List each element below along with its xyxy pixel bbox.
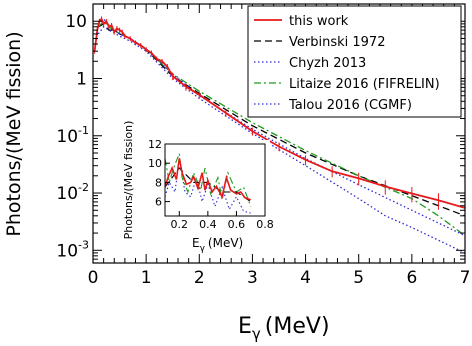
inset-x-tick-label: 0.2 — [171, 218, 189, 231]
main-plot-frame — [92, 3, 466, 264]
y-tick-label: 10-2 — [56, 181, 89, 204]
series-line-verbinski-1972 — [97, 23, 465, 217]
inset-series-line-litaize-2016-fifrelin — [165, 153, 252, 207]
x-tick-label: 3 — [247, 268, 258, 288]
inset-x-tick-label: 0.4 — [199, 218, 217, 231]
x-tick-label: 2 — [194, 268, 205, 288]
x-tick-label: 1 — [141, 268, 152, 288]
y-axis-title: Photons/(MeV fission) — [3, 31, 25, 236]
x-tick-label: 5 — [353, 268, 364, 288]
inset-series-line-talou-2016-cgmf — [165, 158, 251, 214]
series-line-this-work — [93, 17, 465, 209]
inset-series-line-this-work — [165, 158, 251, 201]
series-line-litaize-2016-fifrelin — [97, 20, 465, 237]
legend-label-chyzh-2013: Chyzh 2013 — [289, 56, 366, 71]
y-tick-label: 10-1 — [56, 124, 89, 147]
inset-chart: 0.2 0.4 0.6 0.8 6 8 10 12 Photons/(MeV fission)… — [118, 121, 274, 254]
y-tick-label: 1 — [76, 70, 87, 90]
x-axis-title: Eγ (MeV) — [238, 314, 330, 343]
inset-x-tick-label: 0.6 — [228, 218, 246, 231]
legend-label-talou-2016-cgmf: Talou 2016 (CGMF) — [288, 98, 412, 113]
inset-background — [118, 140, 270, 252]
inset-y-tick-label: 12 — [148, 138, 162, 151]
x-tick-label: 0 — [88, 268, 99, 288]
inset-y-axis-title: Photons/(MeV fission) — [122, 121, 135, 240]
legend-label-litaize-2016-fifrelin: Litaize 2016 (FIFRELIN) — [289, 77, 440, 92]
x-tick-label: 4 — [300, 268, 311, 288]
legend-label-verbinski-1972: Verbinski 1972 — [289, 35, 385, 50]
x-tick-label: 6 — [406, 268, 417, 288]
legend-box — [247, 5, 462, 118]
inset-axes-group: 0.2 0.4 0.6 0.8 6 8 10 12 — [148, 138, 274, 231]
inset-x-tick-label: 0.8 — [256, 218, 274, 231]
y-tick-label: 10-3 — [56, 238, 89, 261]
inset-series-group — [165, 153, 252, 214]
x-tick-label: 7 — [460, 268, 471, 288]
inset-x-axis-title: Eγ (MeV) — [192, 236, 243, 254]
inset-y-tick-label: 6 — [155, 196, 162, 209]
main-series-group — [93, 16, 465, 254]
legend: this work Verbinski 1972 Chyzh 2013 Litaize… — [247, 5, 462, 118]
legend-label-this-work: this work — [289, 14, 349, 29]
inset-y-tick-label: 8 — [155, 176, 162, 189]
inset-frame — [164, 143, 266, 217]
inset-y-tick-label: 10 — [148, 157, 162, 170]
y-tick-label: 10 — [65, 12, 87, 32]
